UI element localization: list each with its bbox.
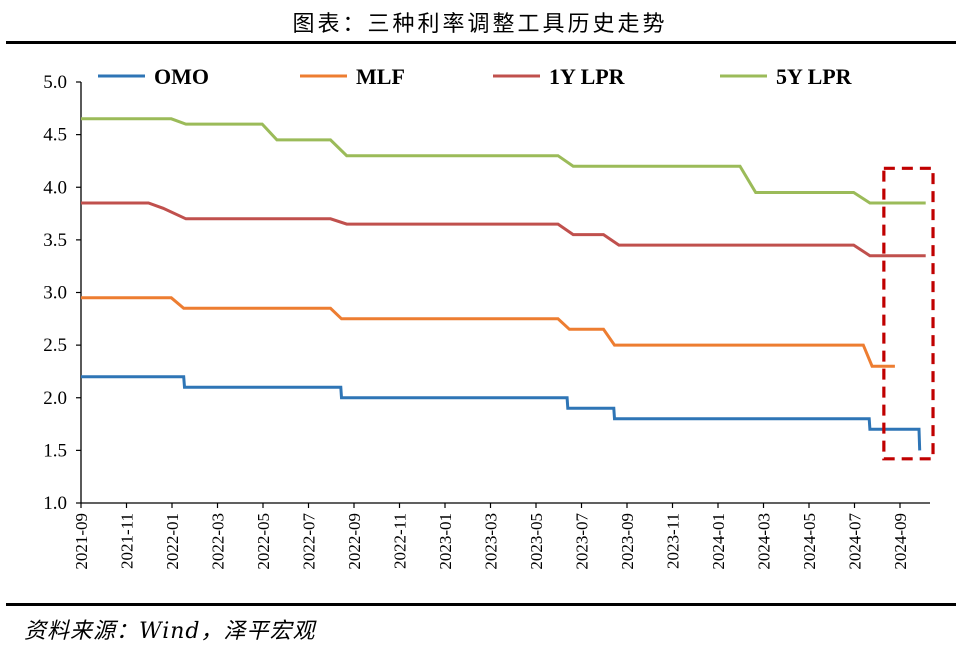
y-tick-label: 5.0 <box>43 72 67 93</box>
y-tick-label: 1.0 <box>43 493 67 514</box>
x-tick-label: 2024-05 <box>800 513 819 570</box>
series-line-mlf <box>81 296 895 368</box>
x-tick-label: 2023-03 <box>482 513 501 570</box>
bottom-rule <box>6 603 956 606</box>
x-tick-label: 2023-07 <box>573 513 592 570</box>
highlight-box <box>882 166 935 461</box>
x-tick-label: 2023-09 <box>618 513 637 570</box>
x-tick-label: 2022-03 <box>209 513 228 570</box>
series-line-omo <box>81 375 922 451</box>
top-rule <box>6 41 956 44</box>
line-chart: 1.0 1.5 2.0 2.5 3.0 3.5 4.0 4.5 5.0 2021-09 2021-1… <box>43 64 935 570</box>
x-tick-label: 2024-07 <box>846 513 865 570</box>
legend-label: 5Y LPR <box>776 64 853 89</box>
x-tick-label: 2024-03 <box>755 513 774 570</box>
chart-title: 图表：三种利率调整工具历史走势 <box>292 12 668 37</box>
x-tick-label: 2024-01 <box>709 513 728 570</box>
x-tick-label: 2021-09 <box>72 513 91 570</box>
x-tick-label: 2022-05 <box>254 513 273 570</box>
y-tick-label: 3.0 <box>43 283 67 304</box>
y-tick-label: 2.5 <box>43 335 67 356</box>
x-tick-label: 2022-11 <box>391 513 410 569</box>
x-tick-label: 2022-07 <box>300 513 319 570</box>
y-tick-label: 4.0 <box>43 177 67 198</box>
x-tick-label: 2023-11 <box>664 513 683 569</box>
source-note: 资料来源：Wind，泽平宏观 <box>24 619 316 644</box>
x-tick-label: 2021-11 <box>118 513 137 569</box>
x-tick-label: 2022-09 <box>345 513 364 570</box>
series-line-1y-lpr <box>81 201 926 258</box>
x-tick-label: 2023-01 <box>436 513 455 570</box>
series-layer <box>81 117 926 451</box>
y-tick-label: 3.5 <box>43 230 67 251</box>
axes: 1.0 1.5 2.0 2.5 3.0 3.5 4.0 4.5 5.0 2021-09 2021-1… <box>43 72 930 570</box>
legend-label: OMO <box>154 64 209 89</box>
y-tick-label: 4.5 <box>43 125 67 146</box>
series-line-5y-lpr <box>81 117 926 205</box>
x-tick-label: 2023-05 <box>527 513 546 570</box>
legend-label: 1Y LPR <box>549 64 626 89</box>
x-tick-label: 2024-09 <box>891 513 910 570</box>
legend: OMO MLF 1Y LPR 5Y LPR <box>98 64 853 89</box>
annotation-layer <box>882 166 935 461</box>
x-tick-label: 2022-01 <box>163 513 182 570</box>
y-tick-label: 2.0 <box>43 388 67 409</box>
legend-label: MLF <box>356 64 405 89</box>
y-tick-label: 1.5 <box>43 440 67 461</box>
